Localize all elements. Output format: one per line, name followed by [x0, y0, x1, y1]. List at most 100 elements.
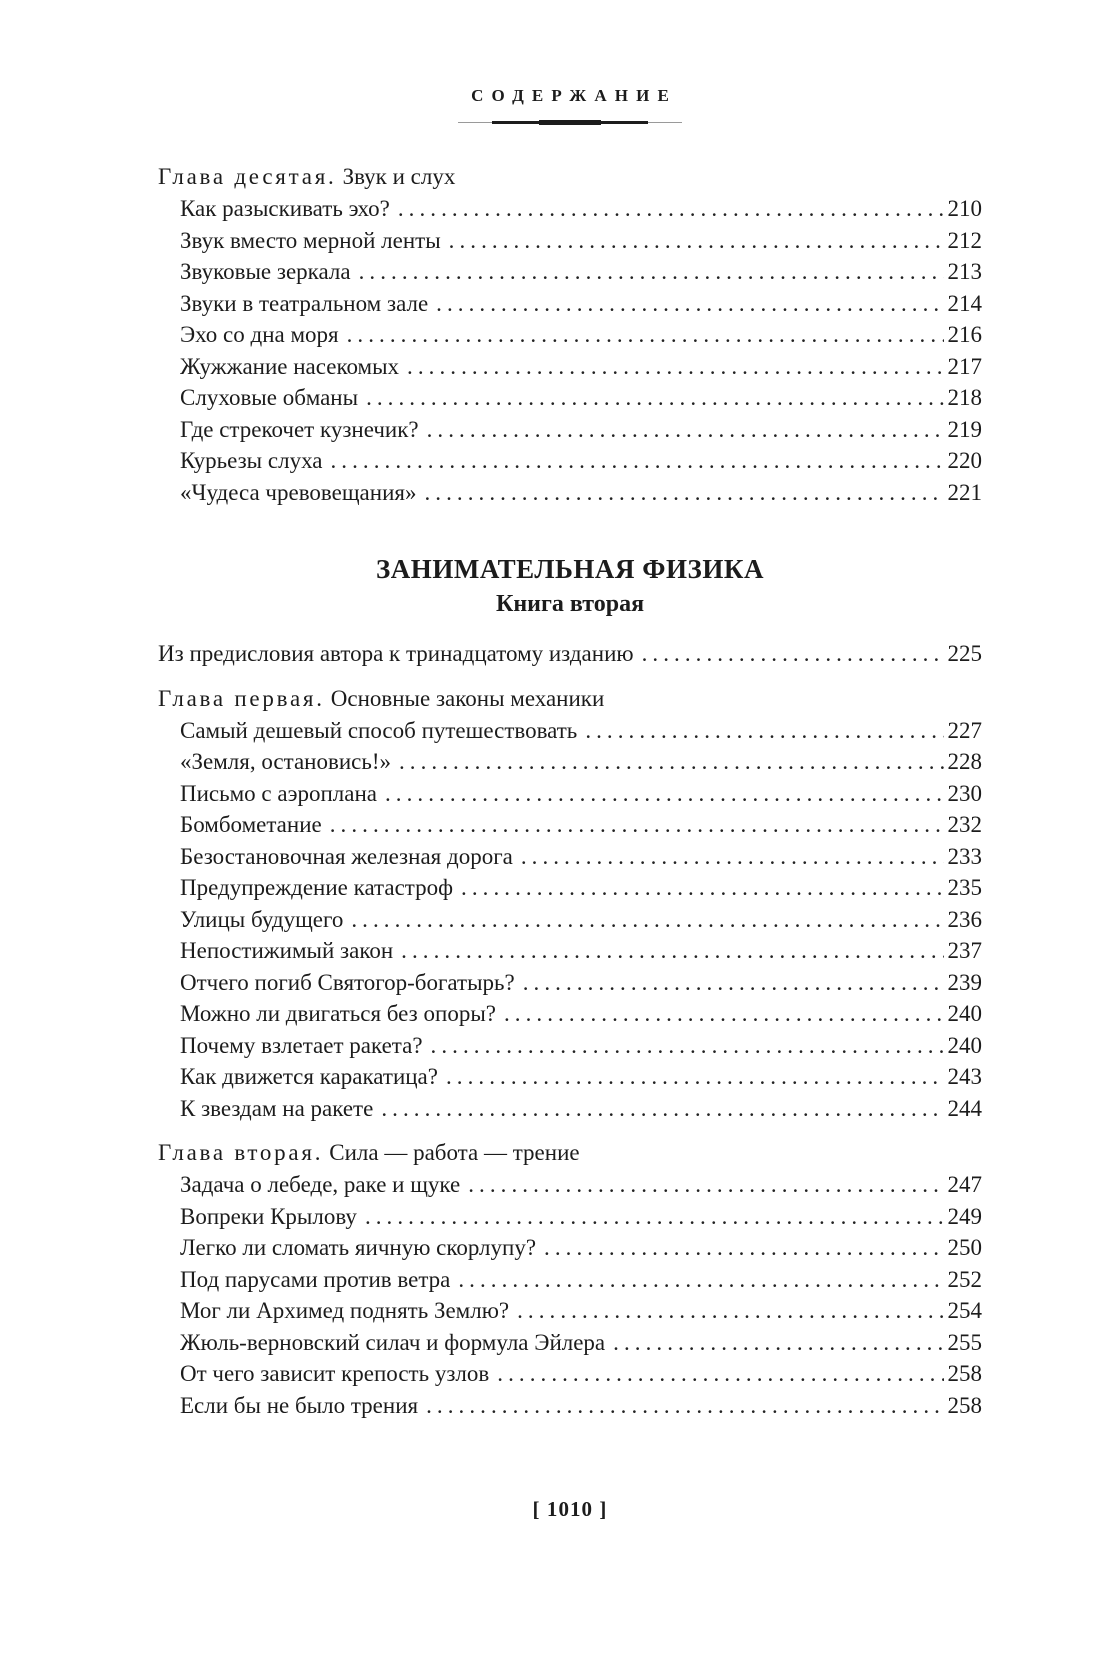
leader-dots — [642, 638, 944, 670]
leader-dots — [347, 319, 944, 351]
toc-entry: «Чудеса чревовещания» 221 — [158, 477, 982, 509]
toc-entry-title: Вопреки Крылову — [180, 1203, 357, 1229]
toc-entry-page: 247 — [947, 1172, 983, 1197]
chapter-label: Глава вторая. — [158, 1140, 324, 1165]
toc-entry: Звуки в театральном зале 214 — [158, 288, 982, 320]
toc-entry: Жюль-верновский силач и формула Эйлера 25… — [158, 1327, 982, 1359]
toc-entry-title: Звук вместо мерной ленты — [180, 227, 441, 253]
toc-page: СОДЕРЖАНИЕ Глава десятая. Звук и слух Как … — [158, 0, 982, 1421]
toc-entry-page: 239 — [947, 969, 983, 995]
toc-entry: Задача о лебеде, раке и щуке 247 — [158, 1169, 982, 1201]
book-title: ЗАНИМАТЕЛЬНАЯ ФИЗИКА — [375, 554, 765, 584]
toc-entry-title: Письмо с аэроплана — [180, 780, 377, 806]
toc-entry-title: Если бы не было трения — [180, 1392, 419, 1418]
toc-entry-title: Где стрекочет кузнечик? — [180, 416, 419, 442]
chapter-title: Звук и слух — [342, 164, 456, 189]
page-footer: [ 1010 ] — [158, 1497, 982, 1522]
toc-entry-title: Слуховые обманы — [180, 385, 359, 410]
toc-entry-title: Отчего погиб Святогор-богатырь? — [180, 969, 515, 995]
toc-entry-page: 243 — [947, 1064, 983, 1089]
toc-entry-title: Непостижимый закон — [180, 938, 394, 963]
header-divider — [458, 119, 682, 125]
toc-entry-title: Звуки в театральном зале — [180, 290, 429, 316]
toc-entry-page: 217 — [947, 353, 983, 379]
toc-entry-title: Жужжание насекомых — [180, 353, 400, 379]
toc-entry: Под парусами против ветра 252 — [158, 1264, 982, 1296]
toc-entry: Курьезы слуха 220 — [158, 445, 982, 477]
toc: Глава десятая. Звук и слух Как разыскивать… — [158, 161, 982, 1421]
toc-entry-page: 214 — [947, 290, 983, 316]
toc-entry: «Земля, остановись!» 228 — [158, 746, 982, 778]
toc-entry-title: Задача о лебеде, раке и щуке — [180, 1172, 461, 1197]
toc-entry-title: Из предисловия автора к тринадцатому изд… — [158, 641, 634, 666]
toc-entry: Можно ли двигаться без опоры? 240 — [158, 998, 982, 1030]
toc-entry-title: К звездам на ракете — [180, 1095, 374, 1121]
chapter-label: Глава первая. — [158, 685, 325, 711]
toc-entry: Улицы будущего 236 — [158, 904, 982, 936]
toc-entry-title: Предупреждение катастроф — [180, 875, 454, 900]
book-subtitle: Книга вторая — [495, 591, 645, 617]
leader-dots — [401, 935, 943, 967]
leader-dots — [330, 445, 943, 477]
toc-entry-page: 228 — [947, 749, 983, 774]
toc-entry: Из предисловия автора к тринадцатому изд… — [158, 638, 982, 670]
toc-entry-page: 254 — [947, 1298, 983, 1323]
leader-dots — [613, 1327, 943, 1359]
toc-entry-page: 232 — [947, 812, 983, 837]
toc-entry: Самый дешевый способ путешествовать 227 — [158, 715, 982, 747]
toc-entry-page: 218 — [947, 385, 983, 410]
toc-entry-title: Как движется каракатица? — [180, 1064, 438, 1089]
toc-entry-page: 216 — [947, 322, 983, 347]
toc-entry: Бомбометание 232 — [158, 809, 982, 841]
toc-entry-page: 212 — [947, 227, 983, 253]
toc-entry: Безостановочная железная дорога 233 — [158, 841, 982, 873]
toc-entry-page: 219 — [947, 416, 983, 442]
toc-entry-title: Бомбометание — [180, 812, 322, 837]
toc-entry-title: От чего зависит крепость узлов — [180, 1361, 490, 1386]
leader-dots — [446, 1061, 944, 1093]
toc-entry-page: 258 — [947, 1361, 983, 1386]
leader-dots — [399, 746, 944, 778]
leader-dots — [521, 841, 944, 873]
toc-entry-page: 220 — [947, 448, 983, 473]
toc-entry: Почему взлетает ракета? 240 — [158, 1030, 982, 1062]
toc-entry-title: Почему взлетает ракета? — [180, 1032, 423, 1058]
toc-entry-page: 235 — [947, 875, 983, 900]
leader-dots — [381, 1093, 943, 1125]
leader-dots — [398, 193, 944, 225]
leader-dots — [366, 382, 943, 414]
toc-entry-title: Курьезы слуха — [180, 448, 323, 473]
chapter-heading: Глава вторая. Сила — работа — трение — [158, 1137, 982, 1169]
toc-entry: Непостижимый закон 237 — [158, 935, 982, 967]
leader-dots — [407, 351, 943, 383]
toc-entry: Слуховые обманы 218 — [158, 382, 982, 414]
toc-entry-title: Звуковые зеркала — [180, 259, 351, 284]
leader-dots — [359, 256, 944, 288]
toc-entry-title: Можно ли двигаться без опоры? — [180, 1001, 496, 1026]
leader-dots — [385, 778, 944, 810]
toc-entry-page: 249 — [947, 1203, 983, 1229]
toc-entry-title: Мог ли Архимед поднять Землю? — [180, 1298, 510, 1323]
leader-dots — [517, 1295, 943, 1327]
toc-entry-page: 244 — [947, 1095, 983, 1121]
leader-dots — [458, 1264, 943, 1296]
toc-entry-page: 213 — [947, 259, 983, 284]
leader-dots — [468, 1169, 943, 1201]
leader-dots — [330, 809, 944, 841]
toc-entry: Эхо со дна моря 216 — [158, 319, 982, 351]
leader-dots — [424, 477, 943, 509]
toc-entry-page: 227 — [947, 717, 983, 743]
toc-entry-page: 233 — [947, 843, 983, 869]
toc-entry-page: 237 — [947, 938, 983, 963]
toc-entry: Звук вместо мерной ленты 212 — [158, 225, 982, 257]
chapter-label: Глава десятая. — [158, 164, 337, 189]
page-header: СОДЕРЖАНИЕ — [158, 0, 982, 125]
toc-entry-title: «Земля, остановись!» — [180, 749, 391, 774]
toc-entry-title: Под парусами против ветра — [180, 1266, 451, 1292]
chapter-title: Основные законы механики — [330, 685, 605, 711]
toc-entry-page: 230 — [947, 780, 983, 806]
divider-core-rule — [538, 119, 602, 125]
leader-dots — [426, 1390, 943, 1422]
toc-entry-title: Безостановочная железная дорога — [180, 843, 513, 869]
folio-page-number: [ 1010 ] — [532, 1497, 608, 1521]
